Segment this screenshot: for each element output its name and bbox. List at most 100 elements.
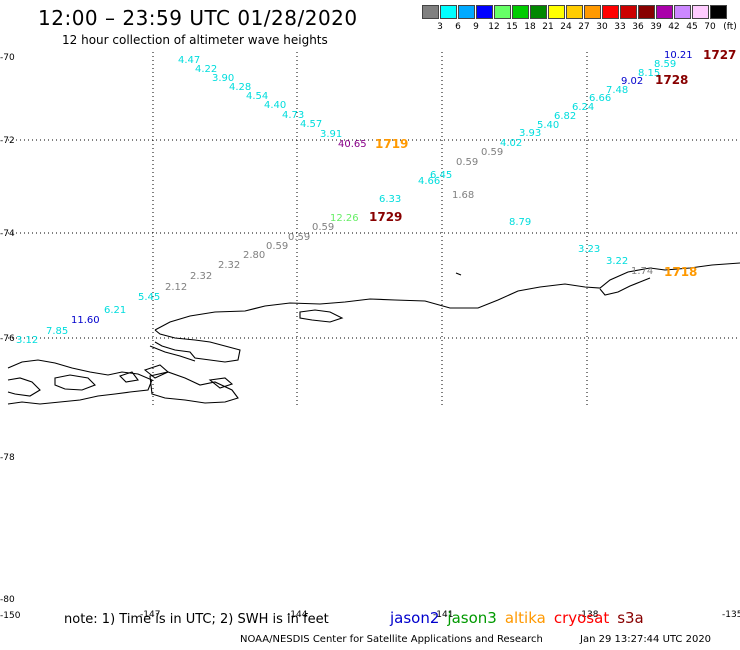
wave-height-value: 4.02	[500, 138, 522, 149]
scale-swatch	[476, 5, 493, 19]
wave-height-value: 4.40	[264, 100, 286, 111]
pass-time-label: 1727	[703, 48, 736, 62]
map-subtitle: 12 hour collection of altimeter wave hei…	[62, 33, 328, 47]
wave-height-value: 4.54	[246, 91, 268, 102]
footer-note: note: 1) Time is in UTC; 2) SWH is in fe…	[64, 612, 329, 627]
lat-label: -72	[0, 136, 15, 146]
scale-swatch	[512, 5, 529, 19]
lon-label: -144	[287, 610, 308, 620]
wave-height-value: 6.82	[554, 111, 576, 122]
wave-height-value: 4.66	[418, 176, 440, 187]
pass-time-label: 1728	[655, 73, 688, 87]
scale-label: 18	[524, 22, 536, 32]
lon-label: -150	[0, 611, 21, 621]
wave-height-value: 3.22	[606, 256, 628, 267]
scale-label: 70	[704, 22, 716, 32]
lon-label: -141	[433, 610, 453, 620]
wave-height-value: 3.12	[16, 335, 38, 346]
scale-label: 27	[578, 22, 590, 32]
lat-label: -76	[0, 334, 15, 344]
wave-height-value: 5.45	[138, 292, 160, 303]
scale-swatch	[566, 5, 583, 19]
wave-height-value: 0.59	[456, 157, 478, 168]
wave-height-value: 5.40	[537, 120, 559, 131]
wave-height-value: 1.68	[452, 190, 474, 201]
scale-swatch	[620, 5, 637, 19]
wave-height-value: 7.85	[46, 326, 68, 337]
wave-height-value: 2.80	[243, 250, 265, 261]
wave-height-value: 2.32	[190, 271, 212, 282]
wave-height-value: 6.24	[572, 102, 594, 113]
scale-swatch	[530, 5, 547, 19]
wave-height-value: 4.22	[195, 64, 217, 75]
wave-height-value: 11.60	[71, 315, 100, 326]
wave-height-value: 4.28	[229, 82, 251, 93]
scale-swatch	[494, 5, 511, 19]
wave-height-labels: 4.474.223.904.284.544.404.734.573.9140.6…	[16, 50, 693, 346]
scale-label: 9	[473, 22, 479, 32]
scale-label: 24	[560, 22, 572, 32]
wave-height-value: 1.74	[631, 266, 653, 277]
wave-height-value: 2.32	[218, 260, 240, 271]
wave-height-value: 6.21	[104, 305, 126, 316]
coastline	[7, 262, 740, 405]
wave-height-value: 6.66	[589, 93, 611, 104]
wave-height-value: 12.26	[330, 213, 359, 224]
credit-date: Jan 29 13:27:44 UTC 2020	[580, 634, 712, 645]
lat-label: -80	[0, 595, 15, 605]
satellite-altika: altika	[504, 609, 546, 627]
scale-swatch	[638, 5, 655, 19]
scale-swatch	[710, 5, 727, 19]
wave-height-value: 0.59	[266, 241, 288, 252]
wave-height-value: 3.93	[519, 128, 541, 139]
pass-time-label: 1718	[664, 265, 697, 279]
wave-height-value: 3.90	[212, 73, 234, 84]
wave-height-value: 8.15	[638, 68, 660, 79]
lon-label: -138	[578, 610, 599, 620]
scale-swatch	[674, 5, 691, 19]
scale-unit: (ft)	[723, 22, 737, 32]
scale-label: 3	[437, 22, 443, 32]
map-title: 12:00 – 23:59 UTC 01/28/2020	[38, 6, 358, 30]
satellite-s3a: s3a	[617, 609, 644, 627]
pass-time-labels: 1727 1728 1719 1729 1718	[369, 48, 736, 279]
wave-height-value: 3.23	[578, 244, 600, 255]
lon-label: -147	[140, 610, 160, 620]
satellite-legend: jason2 jason3 altika cryosat s3a	[390, 609, 652, 627]
scale-swatch	[422, 5, 439, 19]
scale-label: 45	[686, 22, 698, 32]
credit-text: NOAA/NESDIS Center for Satellite Applica…	[240, 634, 543, 645]
wave-height-value: 0.59	[481, 147, 503, 158]
wave-height-value: 4.73	[282, 110, 304, 121]
wave-height-value: 8.59	[654, 59, 676, 70]
scale-swatch	[692, 5, 709, 19]
wave-height-value: 7.48	[606, 85, 628, 96]
lat-label: -70	[0, 53, 15, 63]
scale-label: 36	[632, 22, 644, 32]
wave-height-value: 0.59	[288, 232, 310, 243]
pass-time-label: 1729	[369, 210, 402, 224]
wave-height-value: 4.47	[178, 55, 200, 66]
scale-swatch	[458, 5, 475, 19]
scale-label: 33	[614, 22, 626, 32]
wave-height-value: 4.57	[300, 119, 322, 130]
scale-label: 21	[542, 22, 554, 32]
lat-label: -78	[0, 453, 15, 463]
wave-height-value: 9.02	[621, 76, 643, 87]
lat-label: -74	[0, 229, 15, 239]
wave-height-value: 0.59	[312, 222, 334, 233]
satellite-jason2: jason2	[390, 609, 440, 627]
scale-swatch	[548, 5, 565, 19]
wave-height-value: 6.45	[430, 170, 452, 181]
wave-height-value: 3.91	[320, 129, 342, 140]
pass-time-label: 1719	[375, 137, 408, 151]
graticule	[8, 52, 740, 408]
scale-label: 15	[506, 22, 518, 32]
wave-height-value: 8.79	[509, 217, 531, 228]
scale-label: 6	[455, 22, 461, 32]
scale-swatch	[440, 5, 457, 19]
scale-swatch	[602, 5, 619, 19]
wave-height-value: 40.65	[338, 139, 367, 150]
wave-height-value: 10.21	[664, 50, 693, 61]
